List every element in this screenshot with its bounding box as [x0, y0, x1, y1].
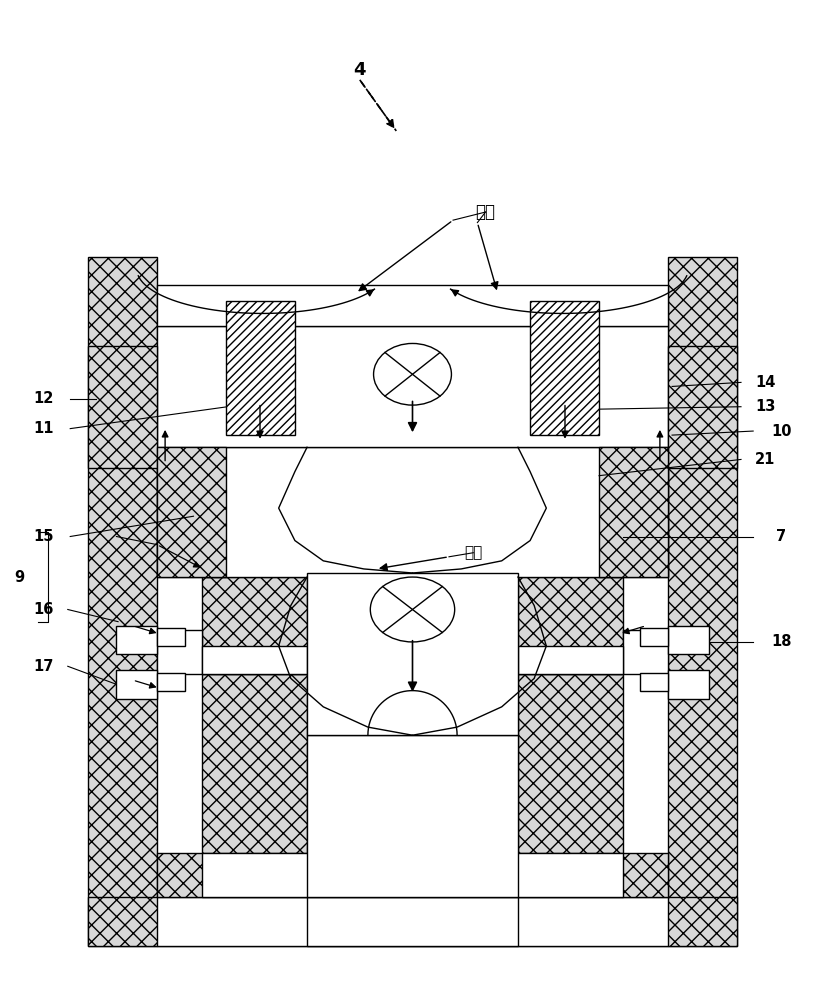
Text: 13: 13 — [755, 399, 775, 414]
Bar — [157, 447, 668, 577]
Bar — [157, 447, 226, 577]
Bar — [157, 853, 668, 897]
Text: 15: 15 — [33, 529, 54, 544]
Bar — [88, 346, 157, 468]
Text: 10: 10 — [771, 424, 792, 439]
Text: 电弧: 电弧 — [464, 545, 483, 560]
Bar — [157, 285, 668, 326]
Bar — [668, 257, 737, 946]
Bar — [157, 628, 186, 646]
Bar — [201, 646, 307, 674]
Text: 9: 9 — [14, 570, 24, 585]
Text: 12: 12 — [33, 391, 54, 406]
Bar — [157, 673, 186, 691]
Bar — [599, 447, 668, 577]
Bar — [201, 577, 307, 674]
Text: 14: 14 — [755, 375, 775, 390]
Text: 21: 21 — [755, 452, 775, 467]
Bar — [639, 673, 668, 691]
Bar — [157, 630, 201, 674]
Bar — [668, 670, 709, 699]
Bar — [639, 628, 668, 646]
Text: 17: 17 — [33, 659, 54, 674]
Text: 4: 4 — [354, 61, 366, 79]
Text: 18: 18 — [771, 634, 792, 649]
Bar — [307, 897, 518, 946]
Bar — [201, 853, 624, 897]
Bar — [88, 257, 157, 946]
Bar — [201, 674, 307, 853]
Text: 7: 7 — [776, 529, 786, 544]
Bar — [157, 897, 668, 946]
Bar — [518, 646, 624, 674]
Bar — [530, 301, 599, 435]
Text: 16: 16 — [33, 602, 54, 617]
Bar — [116, 670, 157, 699]
Text: 电弧: 电弧 — [475, 203, 496, 221]
Bar — [88, 897, 737, 946]
Bar — [518, 577, 624, 674]
Bar — [624, 630, 668, 674]
Text: 11: 11 — [33, 421, 54, 436]
Bar — [668, 626, 709, 654]
Bar — [226, 301, 295, 435]
Bar — [116, 626, 157, 654]
Bar — [307, 573, 518, 735]
Bar — [307, 735, 518, 897]
Bar — [668, 346, 737, 468]
Bar — [518, 674, 624, 853]
Bar — [157, 326, 668, 447]
